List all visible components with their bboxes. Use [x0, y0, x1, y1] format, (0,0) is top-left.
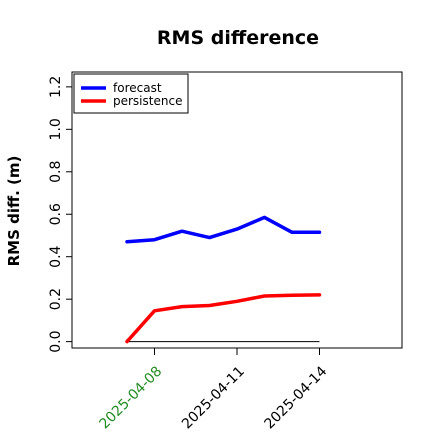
- series-line-persistence: [125, 293, 322, 344]
- y-tick-label: 1.0: [48, 118, 64, 140]
- x-tick-label: 2025-04-14: [261, 363, 330, 432]
- x-tick-label: 2025-04-11: [179, 364, 248, 433]
- y-tick-label: 0.2: [48, 288, 64, 310]
- series-line-forecast: [125, 215, 322, 244]
- y-tick-label: 1.2: [48, 76, 64, 98]
- legend-label-forecast: forecast: [113, 81, 162, 95]
- chart-title: RMS difference: [157, 27, 319, 49]
- y-tick-label: 0.6: [48, 203, 64, 225]
- legend: forecast persistence: [73, 73, 189, 114]
- y-tick-label: 0.4: [48, 245, 64, 267]
- y-tick-label: 0.8: [48, 161, 64, 183]
- y-tick-label: 0.0: [48, 330, 64, 352]
- legend-label-persistence: persistence: [113, 94, 182, 108]
- y-axis-label: RMS diff. (m): [5, 156, 23, 267]
- legend-box: [73, 73, 189, 114]
- x-tick-label: 2025-04-08: [96, 364, 165, 433]
